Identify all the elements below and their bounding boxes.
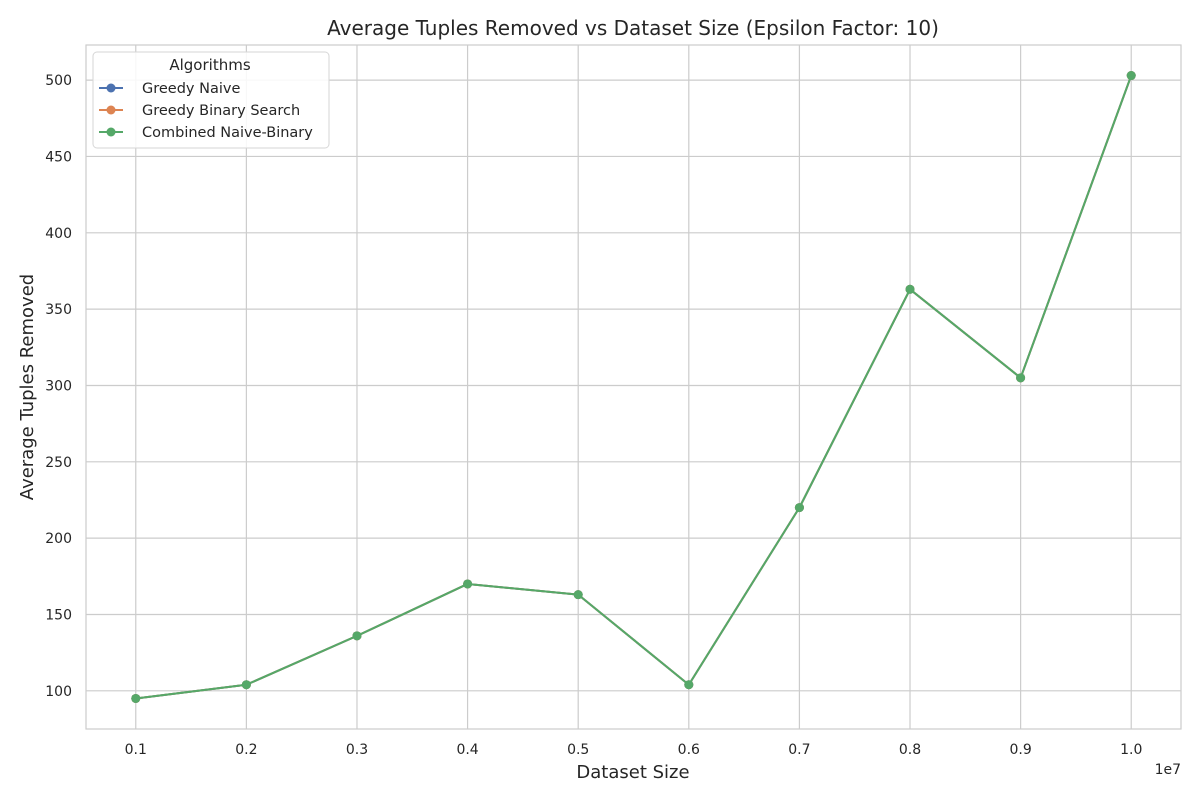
data-point	[794, 503, 804, 513]
legend-box	[92, 51, 330, 149]
plot-frame	[85, 44, 1182, 730]
x-tick-label: 0.5	[567, 742, 589, 758]
y-tick-label: 450	[45, 149, 72, 165]
y-tick-labels: 100 150 200 250 300 350 400 450 500	[45, 73, 72, 700]
y-tick-label: 100	[45, 684, 72, 700]
series-line	[135, 75, 1133, 700]
y-tick-label: 500	[45, 73, 72, 89]
y-tick-label: 400	[45, 226, 72, 242]
series-line	[135, 75, 1133, 700]
y-tick-label: 150	[45, 607, 72, 623]
x-tick-labels: 0.1 0.2 0.3 0.4 0.5 0.6 0.7 0.8 0.9 1.0	[125, 742, 1143, 758]
data-point	[463, 579, 473, 589]
data-point	[573, 590, 583, 600]
legend-label: Greedy Binary Search	[142, 103, 300, 119]
x-tick-label: 0.6	[678, 742, 700, 758]
y-tick-label: 250	[45, 455, 72, 471]
x-tick-label: 0.9	[1009, 742, 1031, 758]
data-point	[131, 693, 141, 703]
grid-layer	[86, 45, 1181, 729]
series-2	[131, 71, 1136, 703]
legend-label: Combined Naive-Binary	[142, 125, 313, 141]
legend-title: Algorithms	[169, 56, 250, 74]
legend-label: Greedy Naive	[142, 81, 240, 97]
legend: Algorithms Greedy Naive Greedy Binary Sea…	[92, 51, 330, 149]
y-tick-label: 300	[45, 378, 72, 394]
legend-item-1: Greedy Binary Search	[99, 103, 300, 119]
x-axis-label: Dataset Size	[576, 762, 689, 783]
x-offset-label: 1e7	[1155, 762, 1181, 778]
x-tick-label: 0.2	[235, 742, 257, 758]
x-tick-label: 0.8	[899, 742, 921, 758]
series-1	[131, 71, 1136, 703]
x-tick-label: 0.7	[788, 742, 810, 758]
legend-swatch-marker	[106, 105, 116, 115]
y-axis-label: Average Tuples Removed	[17, 274, 38, 500]
data-point	[241, 680, 251, 690]
legend-item-0: Greedy Naive	[99, 81, 240, 97]
x-tick-label: 0.1	[125, 742, 147, 758]
x-tick-label: 0.4	[456, 742, 478, 758]
chart-title: Average Tuples Removed vs Dataset Size (…	[327, 16, 939, 40]
series-layer	[131, 71, 1136, 703]
data-point	[1016, 373, 1026, 383]
data-point	[1126, 71, 1136, 81]
y-tick-label: 350	[45, 302, 72, 318]
data-point	[352, 631, 362, 641]
legend-swatch-marker	[106, 83, 116, 93]
series-0	[131, 71, 1136, 703]
series-line	[135, 75, 1133, 700]
y-tick-label: 200	[45, 531, 72, 547]
legend-swatch-marker	[106, 127, 116, 137]
data-point	[905, 284, 915, 294]
x-tick-label: 0.3	[346, 742, 368, 758]
data-point	[684, 680, 694, 690]
x-tick-label: 1.0	[1120, 742, 1142, 758]
legend-item-2: Combined Naive-Binary	[99, 125, 313, 141]
